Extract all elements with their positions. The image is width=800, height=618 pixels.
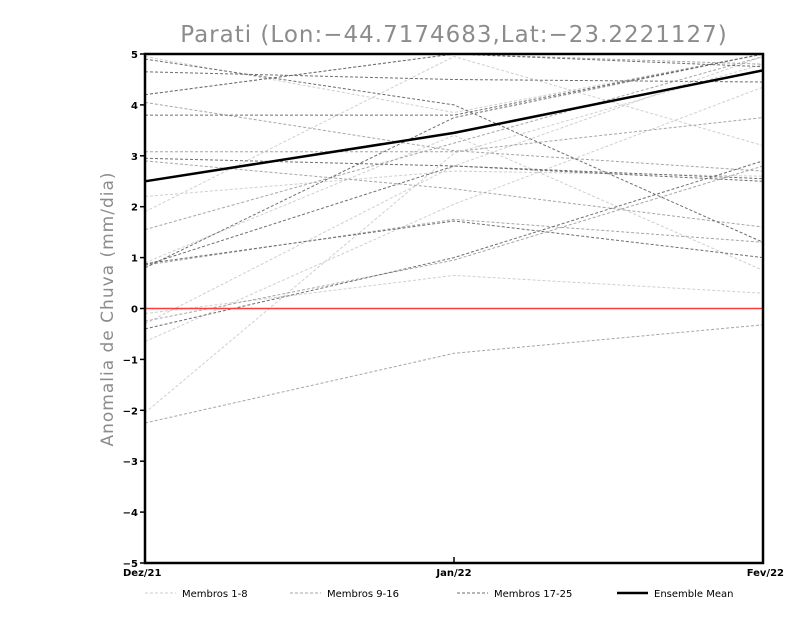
ensemble-mean-line <box>144 69 764 183</box>
member-line-4 <box>145 55 763 213</box>
member-line-2 <box>145 63 763 414</box>
member-line-20 <box>145 160 763 330</box>
legend-label: Membros 9-16 <box>327 589 399 600</box>
series-layer <box>145 54 763 424</box>
y-tick-label: −5 <box>123 559 138 570</box>
member-line-17 <box>145 165 763 266</box>
y-tick-label: 1 <box>131 254 138 265</box>
member-line-13 <box>145 218 763 266</box>
chart-title: Parati (Lon:−44.7174683,Lat:−23.2221127) <box>180 22 728 48</box>
member-line-18 <box>145 54 763 116</box>
legend-label: Membros 17-25 <box>494 589 572 600</box>
member-line-19 <box>145 71 763 83</box>
y-tick-label: 0 <box>131 305 138 316</box>
member-line-14 <box>145 165 763 322</box>
member-line-16 <box>145 54 763 96</box>
x-tick-label: Jan/22 <box>435 568 471 579</box>
legend-label: Membros 1-8 <box>182 589 248 600</box>
y-tick-label: −4 <box>123 508 138 519</box>
y-tick-label: −3 <box>123 457 138 468</box>
legend-label: Ensemble Mean <box>654 589 733 600</box>
y-axis-ticks: 5 4 3 2 1 0 −3 −4 −5 −1 −2 <box>123 50 145 570</box>
member-line-22 <box>145 54 763 96</box>
x-tick-label: Dez/21 <box>123 568 162 579</box>
member-line-8 <box>145 56 763 325</box>
member-line-25 <box>145 220 763 265</box>
y-tick-label: 3 <box>131 152 138 163</box>
member-line-7 <box>145 134 763 271</box>
y-tick-label: 2 <box>131 203 138 214</box>
member-line-24 <box>145 58 763 243</box>
member-line-12 <box>145 56 763 231</box>
y-tick-label: 4 <box>131 101 138 112</box>
y-tick-label: −2 <box>123 406 138 417</box>
legend: Membros 1-8 Membros 9-16 Membros 17-25 Ense… <box>145 589 733 600</box>
member-line-15 <box>145 160 763 228</box>
member-line-1 <box>145 86 763 343</box>
y-axis-label: Anomalia de Chuva (mm/dia) <box>98 171 118 446</box>
y-tick-label: −1 <box>123 355 138 366</box>
member-line-23 <box>145 157 763 182</box>
member-line-3 <box>145 274 763 315</box>
member-line-5 <box>145 54 763 114</box>
member-line-9 <box>145 324 763 424</box>
member-line-10 <box>145 117 763 153</box>
x-tick-label: Fev/22 <box>747 568 784 579</box>
x-axis-ticks: Dez/21 Jan/22 Fev/22 <box>123 557 784 579</box>
member-line-11 <box>145 101 763 172</box>
y-tick-label: 5 <box>131 50 138 61</box>
